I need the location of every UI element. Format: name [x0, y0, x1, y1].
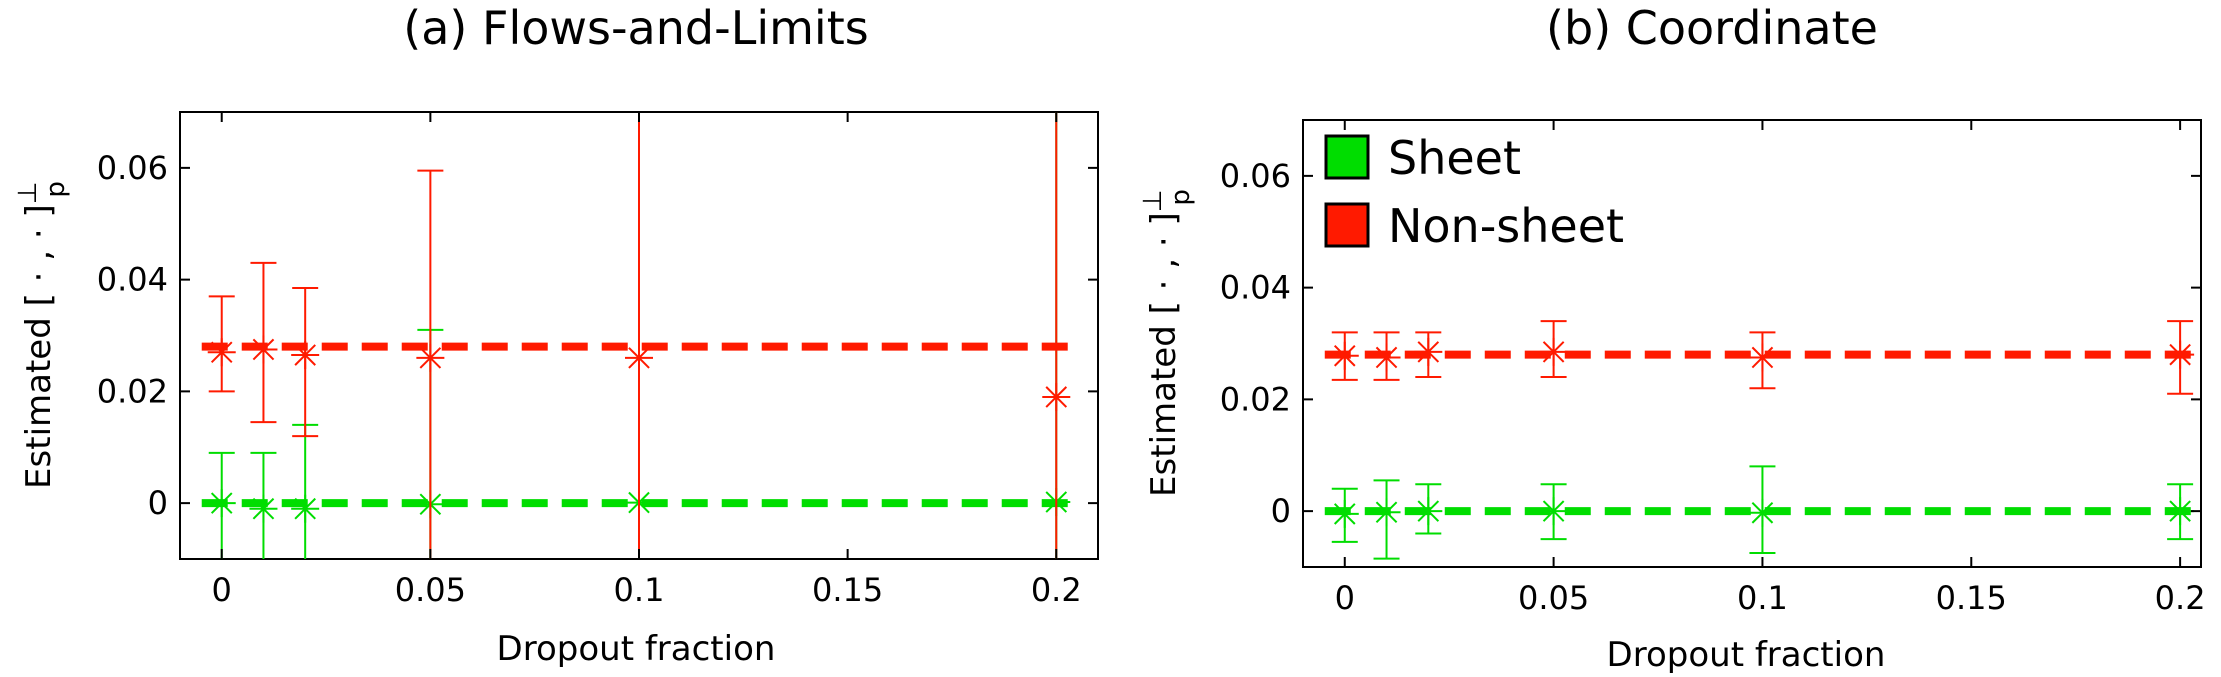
data-point: [1748, 498, 1777, 527]
x-tick-label: 0.1: [614, 571, 665, 609]
x-tick-label: 0.05: [1518, 579, 1589, 617]
data-point: [291, 341, 320, 370]
data-point: [1414, 497, 1443, 526]
x-tick-label: 0.15: [812, 571, 883, 609]
x-tick-label: 0.1: [1737, 579, 1788, 617]
data-point: [249, 335, 278, 364]
y-tick-label: 0.06: [97, 149, 168, 187]
y-tick-label: 0.06: [1220, 157, 1291, 195]
data-point: [1330, 341, 1359, 370]
data-point: [1330, 499, 1359, 528]
y-tick-label: 0.02: [97, 372, 168, 410]
y-tick-label: 0.04: [97, 261, 168, 299]
data-point: [2166, 340, 2195, 369]
y-axis-ticks: 0 0.02 0.04 0.06: [1220, 157, 2201, 530]
data-point: [416, 343, 445, 372]
legend-label-non-sheet: Non-sheet: [1388, 199, 1624, 253]
x-tick-label: 0.2: [1031, 571, 1082, 609]
data-point: [291, 494, 320, 523]
y-tick-label: 0.02: [1220, 380, 1291, 418]
y-axis-label-group: Estimated [ · , · ]⊥p: [1138, 189, 1196, 497]
x-tick-label: 0: [212, 571, 232, 609]
y-tick-label: 0.04: [1220, 269, 1291, 307]
x-axis-label: Dropout fraction: [1607, 635, 1886, 675]
legend: Sheet Non-sheet: [1324, 131, 1624, 253]
series-sheet: [201, 112, 1071, 559]
data-point: [1372, 498, 1401, 527]
y-tick-label: 0: [1271, 492, 1291, 530]
legend-label-sheet: Sheet: [1388, 131, 1521, 185]
chart-title: (a) Flows-and-Limits: [403, 1, 868, 55]
data-point: [1539, 497, 1568, 526]
y-axis-label: Estimated [ · , · ]⊥p: [1138, 189, 1196, 497]
x-tick-label: 0.15: [1936, 579, 2007, 617]
y-axis-label-sup: ⊥: [1138, 190, 1168, 213]
x-tick-label: 0.05: [395, 571, 466, 609]
y-axis-label-main: Estimated [ · , · ]: [1144, 212, 1184, 497]
y-axis-ticks: 0 0.02 0.04 0.06: [97, 149, 1098, 522]
x-tick-label: 0: [1335, 579, 1355, 617]
y-axis-label-sub: p: [41, 181, 71, 198]
data-point: [249, 494, 278, 523]
x-axis-ticks: 0 0.05 0.1 0.15 0.2: [1335, 120, 2206, 617]
x-axis-ticks: 0 0.05 0.1 0.15 0.2: [212, 112, 1082, 609]
plot-marks: [201, 112, 1071, 559]
x-tick-label: 0.2: [2155, 579, 2206, 617]
data-point: [207, 338, 236, 367]
data-point: [1539, 337, 1568, 366]
series-non-sheet: [201, 112, 1071, 559]
y-axis-label-sub: p: [1166, 189, 1196, 206]
data-point: [625, 343, 653, 372]
legend-swatch-non-sheet: [1324, 202, 1370, 248]
data-point: [1372, 343, 1401, 372]
plot-marks: [1324, 320, 2195, 560]
data-point: [1042, 382, 1071, 411]
y-axis-label-sup: ⊥: [13, 182, 43, 205]
data-point: [1414, 337, 1443, 366]
panel-flows-and-limits: (a) Flows-and-Limits 0 0.05 0.1 0.15 0.2 0 0.…: [13, 1, 1099, 669]
y-axis-label-main: Estimated [ · , · ]: [19, 204, 59, 489]
y-axis-label-group: Estimated [ · , · ]⊥p: [13, 181, 71, 489]
series-sheet: [1324, 465, 2195, 560]
chart-title: (b) Coordinate: [1546, 1, 1878, 55]
data-point: [1748, 343, 1777, 372]
plot-frame: [1302, 119, 2202, 568]
x-axis-label: Dropout fraction: [497, 629, 776, 669]
series-non-sheet: [1324, 320, 2195, 395]
data-point: [207, 489, 236, 518]
legend-swatch-sheet: [1324, 134, 1370, 180]
panel-coordinate: (b) Coordinate 0 0.05 0.1 0.15 0.2 0 0.02 0.04…: [1138, 1, 2206, 675]
data-point: [2166, 497, 2195, 526]
y-tick-label: 0: [148, 484, 168, 522]
y-axis-label: Estimated [ · , · ]⊥p: [13, 181, 71, 489]
